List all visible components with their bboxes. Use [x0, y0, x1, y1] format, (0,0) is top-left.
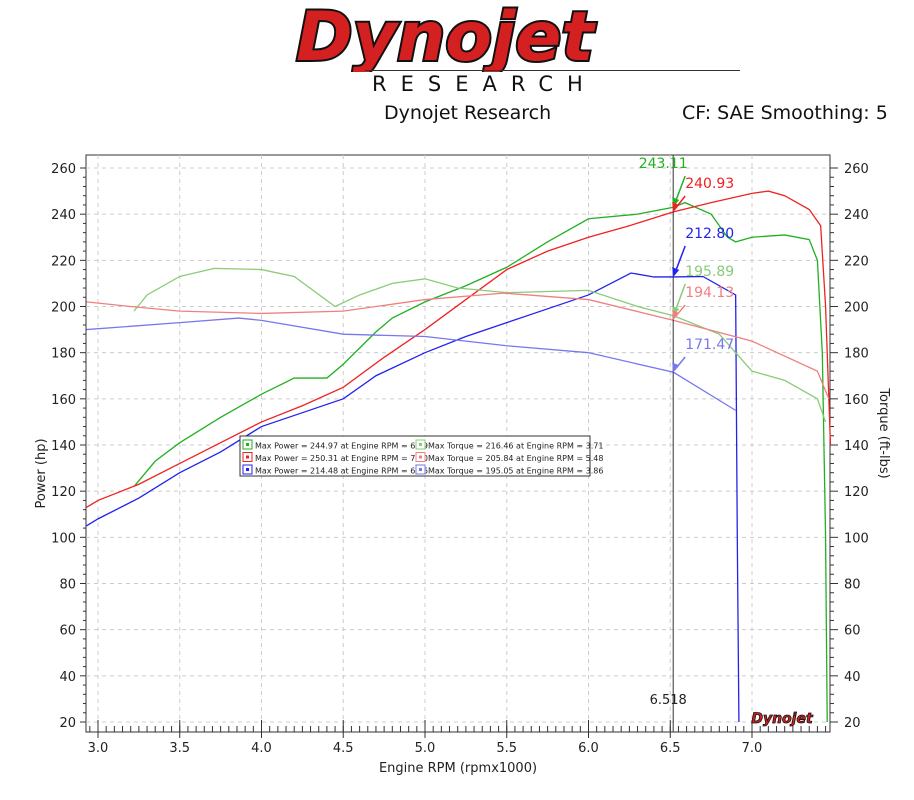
cursor-value-label: 243.11: [639, 156, 688, 172]
legend: Max Power = 244.97 at Engine RPM = 6.59 M…: [239, 435, 603, 477]
x-tick-label: 4.0: [251, 741, 272, 756]
y2-tick-label: 100: [844, 531, 869, 546]
y2-tick-label: 200: [844, 301, 869, 316]
series-line-power-0: [133, 201, 828, 723]
chart-subtitle: Dynojet Research: [384, 102, 552, 124]
y2-tick-label: 240: [844, 208, 869, 223]
y2-axis-label: Torque (ft-lbs): [876, 387, 891, 478]
x-tick-label: 6.0: [578, 741, 599, 756]
y-tick-label: 180: [51, 347, 76, 362]
y2-tick-label: 180: [844, 347, 869, 362]
x-tick-label: 3.5: [169, 741, 190, 756]
series-line-power-2: [86, 272, 740, 723]
y2-tick-label: 260: [844, 162, 869, 177]
y-tick-label: 60: [59, 624, 76, 639]
series-line-torque-5: [86, 317, 736, 411]
legend-box: [239, 435, 591, 477]
x-tick-label: 6.5: [660, 741, 681, 756]
legend-swatch-dot: [419, 455, 422, 459]
y2-tick-label: 140: [844, 439, 869, 454]
cursor-value-label: 240.93: [685, 176, 734, 192]
y2-tick-label: 40: [844, 670, 861, 685]
y-tick-label: 120: [51, 485, 76, 500]
cursor-value-label: 171.47: [685, 337, 734, 353]
series-line-power-1: [86, 190, 832, 508]
x-tick-label: 5.0: [415, 741, 436, 756]
series-line-torque-3: [133, 267, 827, 423]
y2-tick-label: 220: [844, 254, 869, 269]
series-line-torque-4: [86, 292, 830, 400]
legend-swatch-dot: [419, 468, 422, 471]
legend-entry: Max Torque = 216.46 at Engine RPM = 3.71: [428, 442, 603, 451]
y-tick-label: 20: [59, 716, 76, 731]
cursor-arrowhead: [672, 310, 680, 321]
y-tick-label: 260: [51, 162, 76, 177]
legend-swatch-dot: [419, 443, 422, 446]
legend-entry: Max Torque = 205.84 at Engine RPM = 5.48: [428, 454, 603, 463]
x-tick-label: 7.0: [742, 741, 763, 756]
x-axis-label: Engine RPM (rpmx1000): [379, 761, 537, 776]
legend-entry: Max Power = 244.97 at Engine RPM = 6.59: [255, 442, 428, 451]
cursor-value-label: 212.80: [685, 226, 734, 242]
cursor-value-label: 194.13: [685, 285, 734, 301]
y2-tick-label: 60: [844, 624, 861, 639]
y2-tick-label: 80: [844, 578, 861, 593]
y-tick-label: 100: [51, 531, 76, 546]
cursor-value-label: 195.89: [685, 264, 734, 280]
legend-entry: Max Power = 214.48 at Engine RPM = 6.26: [255, 467, 428, 476]
y-tick-label: 140: [51, 439, 76, 454]
legend-swatch-dot: [246, 455, 249, 459]
legend-entry: Max Torque = 195.05 at Engine RPM = 3.86: [428, 467, 603, 476]
cursor-rpm-label: 6.518: [650, 693, 687, 708]
y-tick-label: 200: [51, 301, 76, 316]
legend-entry: Max Power = 250.31 at Engine RPM = 7.10: [255, 454, 428, 463]
legend-swatch-dot: [246, 443, 249, 446]
legend-swatch-dot: [246, 468, 249, 471]
cursor-arrowhead: [672, 362, 680, 373]
y2-tick-label: 20: [844, 716, 861, 731]
x-tick-label: 4.5: [333, 741, 354, 756]
cursor-arrowhead: [672, 266, 680, 277]
y-tick-label: 40: [59, 670, 76, 685]
correction-settings: CF: SAE Smoothing: 5: [682, 102, 888, 124]
y-tick-label: 240: [51, 208, 76, 223]
logo-tagline: RESEARCH: [372, 72, 597, 96]
y-tick-label: 80: [59, 578, 76, 593]
svg-text:Dynojet: Dynojet: [296, 2, 596, 72]
cursor-arrowhead: [672, 202, 680, 213]
logo-rule: [365, 70, 740, 71]
y2-tick-label: 160: [844, 393, 869, 408]
dynojet-watermark: Dynojet: [751, 711, 814, 727]
dynojet-logo: Dynojet: [294, 2, 598, 72]
y-tick-label: 160: [51, 393, 76, 408]
y-tick-label: 220: [51, 254, 76, 269]
y2-tick-label: 120: [844, 485, 869, 500]
x-tick-label: 5.5: [496, 741, 517, 756]
y-axis-label: Power (hp): [34, 438, 49, 508]
x-tick-label: 3.0: [88, 741, 109, 756]
